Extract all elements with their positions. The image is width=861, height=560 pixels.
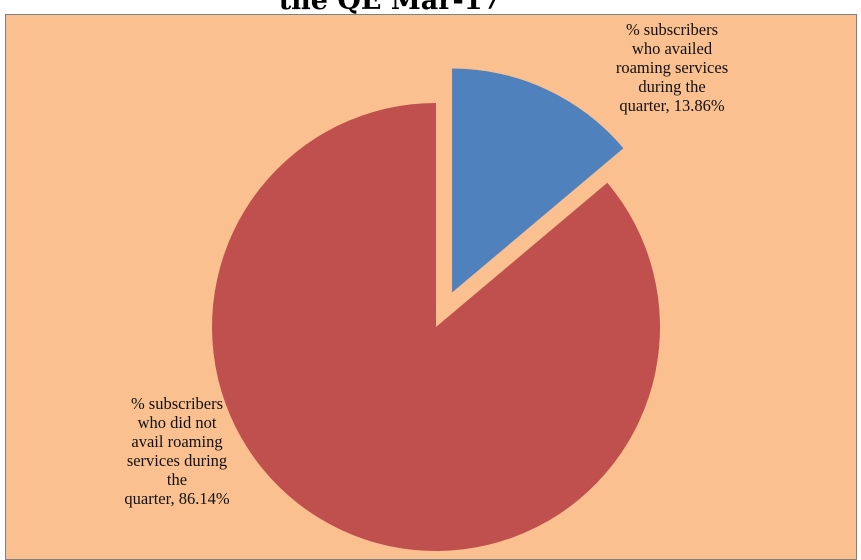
slice-label-not-availed: % subscribers who did not avail roaming … [124,394,230,508]
pie-slice-availed [452,68,624,293]
pie-slice-not-availed [212,103,661,551]
chart-title: the QE Mar-17 [278,0,502,16]
slice-label-availed: % subscribers who availed roaming servic… [615,20,729,115]
